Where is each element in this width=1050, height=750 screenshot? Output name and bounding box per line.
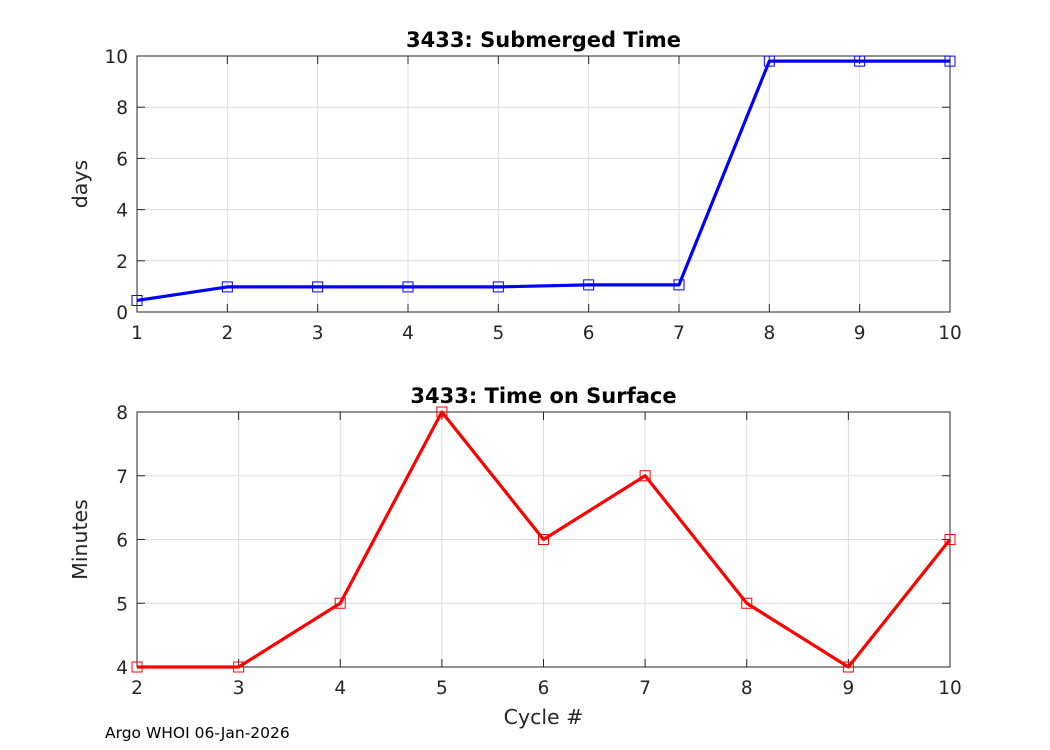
- data-point-marker: [538, 534, 549, 545]
- data-point-marker: [492, 281, 504, 293]
- series-line: [136, 59, 950, 303]
- data-point-marker: [944, 55, 956, 67]
- y-tick-label: 4: [116, 201, 128, 222]
- y-axis-label: Minutes: [68, 499, 92, 580]
- data-point-marker: [131, 294, 143, 306]
- x-tick-label: 5: [492, 323, 504, 344]
- x-tick-label: 4: [334, 678, 346, 699]
- data-point-marker: [583, 279, 595, 291]
- x-tick-label: 3: [312, 323, 324, 344]
- footer-credit: Argo WHOI 06-Jan-2026: [105, 724, 290, 742]
- x-tick-label: 2: [221, 323, 233, 344]
- data-point-marker: [854, 55, 866, 67]
- y-tick-label: 4: [116, 658, 128, 679]
- data-point-marker: [741, 597, 753, 609]
- y-tick-label: 8: [116, 98, 128, 119]
- x-tick-label: 7: [639, 678, 651, 699]
- x-tick-label: 9: [854, 323, 866, 344]
- y-tick-label: 5: [116, 594, 128, 615]
- y-axis-label: days: [68, 160, 92, 208]
- y-tick-label: 7: [116, 467, 128, 488]
- data-point-marker: [673, 279, 685, 291]
- y-tick-label: 6: [116, 149, 128, 170]
- y-tick-label: 8: [116, 403, 128, 424]
- data-point-marker: [334, 597, 346, 609]
- data-point-marker: [842, 661, 854, 673]
- data-point-marker: [944, 534, 956, 545]
- data-point-marker: [131, 661, 143, 673]
- x-tick-label: 10: [938, 678, 962, 699]
- y-tick-label: 0: [116, 303, 128, 324]
- y-tick-label: 6: [116, 531, 128, 552]
- plot-area: [137, 56, 950, 312]
- data-point-marker: [221, 281, 233, 293]
- x-tick-label: 5: [436, 678, 448, 699]
- chart-title: 3433: Submerged Time: [406, 28, 681, 52]
- axes-frame: [136, 55, 951, 313]
- x-axis-label: Cycle #: [504, 705, 584, 729]
- x-tick-label: 9: [842, 678, 854, 699]
- x-tick-label: 6: [583, 323, 595, 344]
- x-tick-label: 8: [741, 678, 753, 699]
- data-point-marker: [312, 281, 324, 293]
- series-line: [137, 410, 952, 669]
- data-point-marker: [402, 281, 414, 293]
- y-tick-label: 10: [104, 47, 128, 68]
- x-tick-label: 8: [763, 323, 775, 344]
- submerged-time-plot: 1 2 3 4 5 6 7 8 9 10 0 2 4 6 8 10 3433: Submerged Time da…: [68, 28, 962, 344]
- y-tick-label: 2: [116, 252, 128, 273]
- x-tick-label: 10: [938, 323, 962, 344]
- x-tick-label: 1: [131, 323, 143, 344]
- time-on-surface-plot: 2 3 4 5 6 7 8 9 10 4 5 6 7 8 3433: Time on Surface Minu…: [68, 384, 962, 729]
- data-point-marker: [436, 406, 448, 418]
- x-tick-label: 6: [538, 678, 550, 699]
- x-tick-label: 4: [402, 323, 414, 344]
- data-point-marker: [639, 470, 651, 482]
- chart-title: 3433: Time on Surface: [410, 384, 676, 408]
- x-tick-label: 2: [131, 678, 143, 699]
- data-point-marker: [233, 661, 245, 673]
- x-tick-label: 3: [233, 678, 245, 699]
- data-point-marker: [763, 55, 775, 67]
- x-tick-label: 7: [673, 323, 685, 344]
